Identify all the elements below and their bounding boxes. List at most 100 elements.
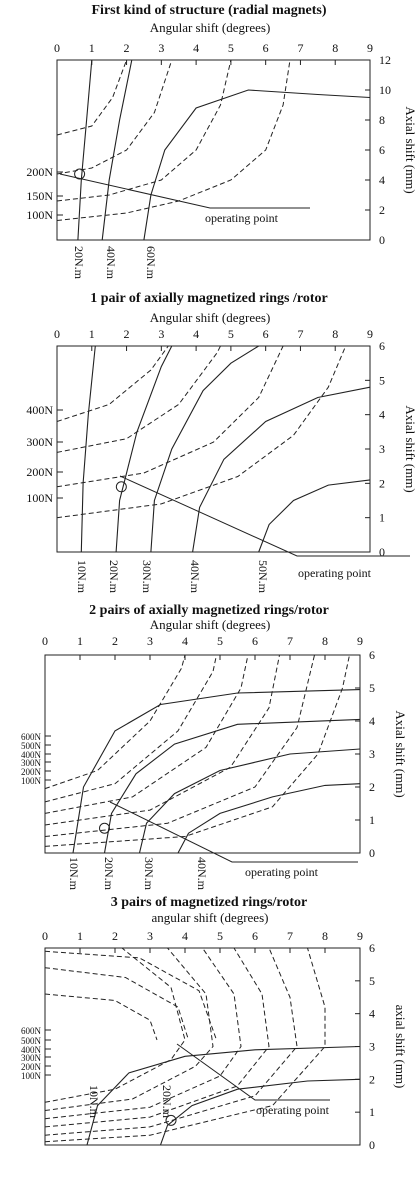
y-tick-label: 1 xyxy=(369,1105,375,1119)
torque-label: 20N.m xyxy=(160,1085,174,1119)
force-label: 500N xyxy=(21,1036,42,1046)
torque-label: 40N.m xyxy=(188,560,202,594)
x-tick-label: 7 xyxy=(287,929,293,943)
force-curve xyxy=(44,947,186,1103)
operating-point-marker xyxy=(115,481,127,493)
force-curve xyxy=(56,345,347,519)
x-tick-label: 6 xyxy=(263,41,269,55)
torque-curve xyxy=(72,689,361,854)
force-curve xyxy=(44,950,217,1041)
force-label: 200N xyxy=(26,165,53,179)
torque-label: 30N.m xyxy=(142,857,156,891)
torque-label: 20N.m xyxy=(72,246,86,280)
operating-point-pointer xyxy=(109,801,358,863)
y-tick-label: 6 xyxy=(379,339,385,353)
y-tick-label: 4 xyxy=(369,1007,375,1021)
x-tick-label: 4 xyxy=(182,634,188,648)
torque-curve xyxy=(192,386,371,553)
operating-point-marker xyxy=(74,168,86,180)
x-tick-label: 4 xyxy=(193,41,199,55)
plot-frame xyxy=(56,345,371,553)
y-tick-label: 6 xyxy=(379,143,385,157)
x-tick-label: 8 xyxy=(322,929,328,943)
force-curve xyxy=(44,654,280,826)
y-axis-label: Axial shift (mm) xyxy=(393,710,408,797)
torque-label: 20N.m xyxy=(102,857,116,891)
x-axis-label: angular shift (degrees) xyxy=(152,910,269,925)
y-axis-label: Axial shift (mm) xyxy=(403,106,418,193)
torque-curve xyxy=(258,479,371,553)
force-label: 100N xyxy=(26,208,53,222)
force-curve xyxy=(44,967,189,1041)
torque-curve xyxy=(138,748,361,854)
y-tick-label: 1 xyxy=(369,813,375,827)
force-curve xyxy=(44,654,186,790)
x-tick-label: 6 xyxy=(252,634,258,648)
x-tick-label: 1 xyxy=(77,929,83,943)
x-tick-label: 0 xyxy=(42,929,48,943)
x-tick-label: 2 xyxy=(124,327,130,341)
y-tick-label: 6 xyxy=(369,648,375,662)
x-tick-label: 5 xyxy=(228,41,234,55)
x-tick-label: 9 xyxy=(367,41,373,55)
operating-point-marker xyxy=(99,822,110,834)
x-tick-label: 2 xyxy=(112,634,118,648)
panel-4: 3 pairs of magnetized rings/rotorangular… xyxy=(21,895,408,1152)
x-tick-label: 0 xyxy=(42,634,48,648)
operating-point-label: operating point xyxy=(205,211,279,225)
y-tick-label: 2 xyxy=(369,780,375,794)
torque-label: 10N.m xyxy=(75,560,89,594)
y-tick-label: 3 xyxy=(379,442,385,456)
x-tick-label: 0 xyxy=(54,41,60,55)
force-curve xyxy=(56,59,291,221)
force-curve xyxy=(56,345,221,453)
y-tick-label: 2 xyxy=(369,1072,375,1086)
x-tick-label: 5 xyxy=(217,634,223,648)
torque-curve xyxy=(80,345,96,553)
y-tick-label: 6 xyxy=(369,941,375,955)
force-label: 600N xyxy=(21,732,42,742)
operating-point-pointer xyxy=(59,173,310,209)
y-tick-label: 3 xyxy=(369,747,375,761)
x-tick-label: 1 xyxy=(89,327,95,341)
force-label: 200N xyxy=(26,465,53,479)
force-label: 300N xyxy=(21,1053,42,1063)
x-tick-label: 1 xyxy=(77,634,83,648)
y-tick-label: 2 xyxy=(379,203,385,217)
operating-point-label: operating point xyxy=(256,1103,330,1117)
panel-3: 2 pairs of axially magnetized rings/roto… xyxy=(21,603,408,891)
panel-title: 3 pairs of magnetized rings/rotor xyxy=(111,895,308,910)
force-curve xyxy=(44,654,350,847)
force-label: 400N xyxy=(21,750,42,760)
force-curve xyxy=(56,345,284,488)
x-tick-label: 7 xyxy=(287,634,293,648)
y-tick-label: 8 xyxy=(379,113,385,127)
y-tick-label: 4 xyxy=(379,173,385,187)
torque-label: 50N.m xyxy=(256,560,270,594)
force-curve xyxy=(44,947,298,1136)
x-axis-label: Angular shift (degrees) xyxy=(150,310,271,325)
force-curve xyxy=(56,59,173,175)
x-tick-label: 6 xyxy=(252,929,258,943)
force-curve xyxy=(44,654,249,814)
x-tick-label: 9 xyxy=(357,634,363,648)
force-curve xyxy=(44,654,217,803)
x-tick-label: 4 xyxy=(193,327,199,341)
force-label: 300N xyxy=(21,758,42,768)
x-tick-label: 3 xyxy=(147,634,153,648)
x-tick-label: 0 xyxy=(54,327,60,341)
panel-2: 1 pair of axially magnetized rings /roto… xyxy=(26,291,418,594)
force-label: 200N xyxy=(21,1062,42,1072)
x-tick-label: 6 xyxy=(263,327,269,341)
y-tick-label: 0 xyxy=(379,545,385,559)
force-label: 100N xyxy=(21,1071,42,1081)
x-tick-label: 1 xyxy=(89,41,95,55)
x-tick-label: 3 xyxy=(147,929,153,943)
force-label: 600N xyxy=(21,1026,42,1036)
y-tick-label: 4 xyxy=(369,714,375,728)
y-axis-label: axial shift (mm) xyxy=(393,1005,408,1089)
force-label: 300N xyxy=(26,435,53,449)
y-tick-label: 10 xyxy=(379,83,391,97)
torque-curve xyxy=(77,59,93,241)
plot-frame xyxy=(44,654,361,854)
